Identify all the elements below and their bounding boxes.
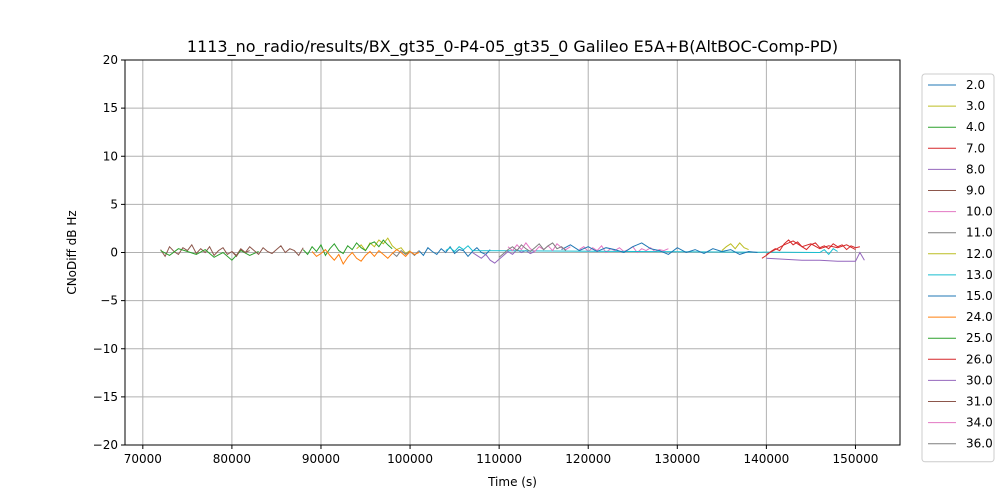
x-tick-label: 130000 xyxy=(654,452,700,466)
legend-label: 4.0 xyxy=(966,120,985,134)
x-axis-label: Time (s) xyxy=(487,475,537,489)
y-tick-label: −10 xyxy=(93,342,118,356)
data-layer xyxy=(160,237,865,266)
series-line xyxy=(160,243,250,258)
legend-label: 25.0 xyxy=(966,331,993,345)
series-line xyxy=(766,251,865,262)
legend-box xyxy=(921,73,995,463)
legend-label: 15.0 xyxy=(966,289,993,303)
x-tick-label: 140000 xyxy=(743,452,789,466)
y-tick-label: −20 xyxy=(93,438,118,452)
series-line xyxy=(302,239,393,257)
legend-label: 9.0 xyxy=(966,184,985,198)
series-line xyxy=(472,248,536,264)
legend-label: 8.0 xyxy=(966,162,985,176)
axis-layer: 70000 80000 90000 100000 110000 120000 130000 1… xyxy=(93,53,879,466)
y-tick-label: −15 xyxy=(93,390,118,404)
y-axis-label: CNoDiff dB Hz xyxy=(65,210,79,294)
legend: 2.0 3.0 4.0 7.0 8.0 9.0 10.0 11.0 12.0 13.0 15.0 24… xyxy=(921,73,995,463)
x-tick-label: 110000 xyxy=(476,452,522,466)
series-line xyxy=(721,242,749,251)
legend-label: 36.0 xyxy=(966,437,993,451)
legend-label: 30.0 xyxy=(966,373,993,387)
legend-label: 7.0 xyxy=(966,141,985,155)
y-tick-label: 10 xyxy=(103,149,118,163)
series-line xyxy=(498,242,567,258)
series-line xyxy=(391,249,420,258)
y-tick-label: 20 xyxy=(103,53,118,67)
chart-title: 1113_no_radio/results/BX_gt35_0-P4-05_gt… xyxy=(187,37,838,57)
y-tick-label: 15 xyxy=(103,101,118,115)
x-tick-label: 90000 xyxy=(302,452,340,466)
series-line xyxy=(311,248,420,266)
series-line xyxy=(418,245,491,258)
series-line xyxy=(445,245,838,256)
legend-label: 10.0 xyxy=(966,205,993,219)
legend-label: 24.0 xyxy=(966,310,993,324)
series-line xyxy=(766,240,856,255)
legend-label: 11.0 xyxy=(966,226,993,240)
series-line xyxy=(160,248,259,261)
legend-label: 13.0 xyxy=(966,268,993,282)
legend-label: 31.0 xyxy=(966,395,993,409)
x-tick-label: 100000 xyxy=(387,452,433,466)
legend-label: 26.0 xyxy=(966,352,993,366)
y-tick-label: −5 xyxy=(100,294,118,308)
series-line xyxy=(761,239,861,259)
x-tick-label: 80000 xyxy=(213,452,251,466)
legend-label: 12.0 xyxy=(966,247,993,261)
series-line xyxy=(561,242,758,255)
legend-label: 2.0 xyxy=(966,78,985,92)
legend-label: 3.0 xyxy=(966,99,985,113)
series-line xyxy=(231,245,304,257)
x-tick-label: 120000 xyxy=(565,452,611,466)
y-tick-label: 5 xyxy=(110,197,118,211)
x-tick-label: 70000 xyxy=(124,452,162,466)
y-tick-label: 0 xyxy=(110,246,118,260)
x-tick-label: 150000 xyxy=(833,452,879,466)
legend-label: 34.0 xyxy=(966,416,993,430)
series-line xyxy=(507,242,571,253)
